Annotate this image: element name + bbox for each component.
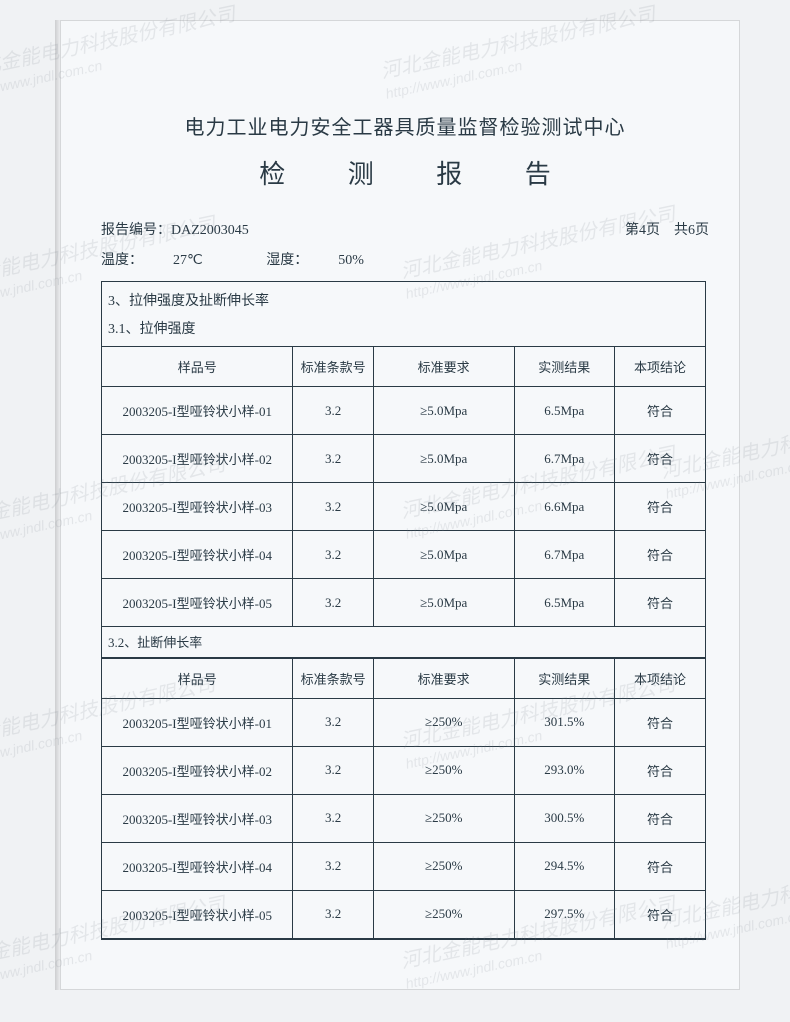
col-result: 实测结果 (514, 347, 615, 387)
report-no: 报告编号：DAZ2003045 (101, 219, 249, 239)
cell-conc: 符合 (615, 387, 705, 435)
table-header: 样品号 标准条款号 标准要求 实测结果 本项结论 (102, 658, 705, 698)
col-result: 实测结果 (514, 658, 615, 698)
cell-sample: 2003205-I型哑铃状小样-02 (102, 435, 293, 483)
cell-req: ≥250% (373, 842, 514, 890)
cell-sample: 2003205-I型哑铃状小样-01 (102, 387, 293, 435)
cell-clause: 3.2 (293, 483, 373, 531)
report-page: 电力工业电力安全工器具质量监督检验测试中心 检 测 报 告 报告编号：DAZ20… (60, 20, 740, 990)
cell-conc: 符合 (615, 890, 705, 938)
table-32: 样品号 标准条款号 标准要求 实测结果 本项结论 2003205-I型哑铃状小样… (102, 658, 705, 939)
cell-conc: 符合 (615, 698, 705, 746)
cell-result: 300.5% (514, 794, 615, 842)
results-box: 3、拉伸强度及扯断伸长率 3.1、拉伸强度 样品号 标准条款号 标准要求 实测结… (101, 281, 706, 940)
meta-row-2: 温度：27℃ 湿度：50% (101, 249, 709, 269)
table-row: 2003205-I型哑铃状小样-043.2≥250%294.5%符合 (102, 842, 705, 890)
cell-conc: 符合 (615, 842, 705, 890)
cell-conc: 符合 (615, 435, 705, 483)
cell-conc: 符合 (615, 794, 705, 842)
meta-row-1: 报告编号：DAZ2003045 第4页 共6页 (101, 219, 709, 239)
humidity: 湿度：50% (266, 253, 394, 268)
page-info: 第4页 共6页 (625, 219, 709, 239)
cell-sample: 2003205-I型哑铃状小样-05 (102, 579, 293, 627)
cell-clause: 3.2 (293, 531, 373, 579)
table-row: 2003205-I型哑铃状小样-053.2≥250%297.5%符合 (102, 890, 705, 938)
report-title: 检 测 报 告 (101, 154, 709, 191)
cell-sample: 2003205-I型哑铃状小样-02 (102, 746, 293, 794)
section3-title: 3、拉伸强度及扯断伸长率 (102, 282, 705, 314)
cell-req: ≥5.0Mpa (373, 435, 514, 483)
cell-sample: 2003205-I型哑铃状小样-01 (102, 698, 293, 746)
cell-clause: 3.2 (293, 435, 373, 483)
cell-result: 6.5Mpa (514, 579, 615, 627)
table-row: 2003205-I型哑铃状小样-023.2≥250%293.0%符合 (102, 746, 705, 794)
cell-sample: 2003205-I型哑铃状小样-04 (102, 842, 293, 890)
cell-conc: 符合 (615, 483, 705, 531)
cell-req: ≥5.0Mpa (373, 531, 514, 579)
table-row: 2003205-I型哑铃状小样-013.2≥5.0Mpa6.5Mpa符合 (102, 387, 705, 435)
cell-result: 6.7Mpa (514, 531, 615, 579)
table-row: 2003205-I型哑铃状小样-043.2≥5.0Mpa6.7Mpa符合 (102, 531, 705, 579)
section32-heading-row: 3.2、扯断伸长率 (102, 627, 705, 658)
cell-clause: 3.2 (293, 842, 373, 890)
cell-result: 297.5% (514, 890, 615, 938)
cell-req: ≥250% (373, 698, 514, 746)
col-clause: 标准条款号 (293, 658, 373, 698)
cell-conc: 符合 (615, 579, 705, 627)
temperature: 温度：27℃ (101, 253, 233, 268)
cell-clause: 3.2 (293, 746, 373, 794)
section31-title: 3.1、拉伸强度 (102, 314, 705, 346)
cell-req: ≥250% (373, 890, 514, 938)
cell-clause: 3.2 (293, 579, 373, 627)
cell-req: ≥5.0Mpa (373, 387, 514, 435)
cell-result: 293.0% (514, 746, 615, 794)
org-name: 电力工业电力安全工器具质量监督检验测试中心 (101, 111, 709, 140)
cell-clause: 3.2 (293, 794, 373, 842)
col-req: 标准要求 (373, 658, 514, 698)
cell-sample: 2003205-I型哑铃状小样-05 (102, 890, 293, 938)
cell-req: ≥250% (373, 794, 514, 842)
cell-sample: 2003205-I型哑铃状小样-04 (102, 531, 293, 579)
cell-conc: 符合 (615, 531, 705, 579)
cell-clause: 3.2 (293, 387, 373, 435)
cell-sample: 2003205-I型哑铃状小样-03 (102, 794, 293, 842)
cell-req: ≥5.0Mpa (373, 483, 514, 531)
cell-sample: 2003205-I型哑铃状小样-03 (102, 483, 293, 531)
col-sample: 样品号 (102, 658, 293, 698)
cell-clause: 3.2 (293, 890, 373, 938)
cell-result: 6.6Mpa (514, 483, 615, 531)
col-clause: 标准条款号 (293, 347, 373, 387)
table-row: 2003205-I型哑铃状小样-013.2≥250%301.5%符合 (102, 698, 705, 746)
col-req: 标准要求 (373, 347, 514, 387)
cell-clause: 3.2 (293, 698, 373, 746)
table-row: 2003205-I型哑铃状小样-033.2≥250%300.5%符合 (102, 794, 705, 842)
cell-result: 6.5Mpa (514, 387, 615, 435)
col-conclusion: 本项结论 (615, 658, 705, 698)
cell-req: ≥5.0Mpa (373, 579, 514, 627)
col-sample: 样品号 (102, 347, 293, 387)
cell-req: ≥250% (373, 746, 514, 794)
table-row: 2003205-I型哑铃状小样-033.2≥5.0Mpa6.6Mpa符合 (102, 483, 705, 531)
table-31: 样品号 标准条款号 标准要求 实测结果 本项结论 2003205-I型哑铃状小样… (102, 346, 705, 627)
cell-conc: 符合 (615, 746, 705, 794)
cell-result: 294.5% (514, 842, 615, 890)
cell-result: 6.7Mpa (514, 435, 615, 483)
table-header: 样品号 标准条款号 标准要求 实测结果 本项结论 (102, 347, 705, 387)
table-row: 2003205-I型哑铃状小样-023.2≥5.0Mpa6.7Mpa符合 (102, 435, 705, 483)
section32-title: 3.2、扯断伸长率 (102, 627, 705, 657)
col-conclusion: 本项结论 (615, 347, 705, 387)
table-row: 2003205-I型哑铃状小样-053.2≥5.0Mpa6.5Mpa符合 (102, 579, 705, 627)
cell-result: 301.5% (514, 698, 615, 746)
